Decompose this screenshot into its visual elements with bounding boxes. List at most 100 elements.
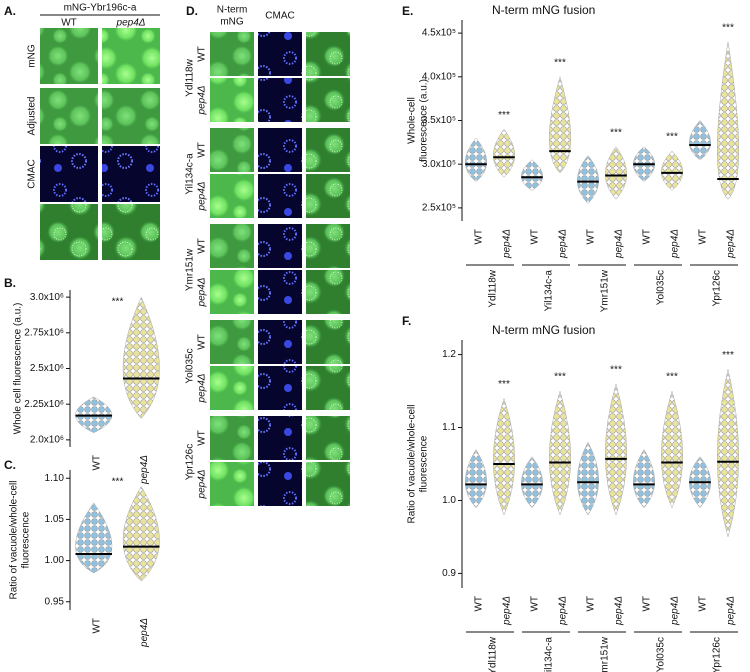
swarm: [661, 150, 683, 191]
gene-label: Yol035c: [185, 348, 196, 383]
swarm: [492, 128, 516, 178]
micrograph: [210, 366, 254, 410]
group-label: Ymr151w: [600, 269, 611, 312]
x-tick-label: pep4Δ: [502, 229, 513, 259]
swarm: [660, 390, 684, 509]
column-label: mNG: [220, 17, 244, 28]
significance: ***: [610, 364, 622, 375]
column-label: pep4Δ: [116, 18, 146, 29]
row-label: WT: [197, 238, 208, 254]
swarm: [465, 448, 487, 509]
significance: ***: [498, 110, 510, 121]
column-label: CMAC: [265, 11, 294, 22]
y-tick-label: 4.5x10⁵: [422, 28, 456, 39]
y-tick-label: 1.0: [442, 495, 456, 506]
swarm: [122, 485, 160, 582]
micrograph: [258, 128, 302, 172]
swarm: [549, 75, 571, 174]
significance: ***: [722, 350, 734, 361]
swarm: [716, 369, 740, 538]
micrograph: [40, 204, 98, 260]
micrograph: [102, 204, 160, 260]
x-tick-label: pep4Δ: [502, 596, 513, 626]
swarm: [122, 296, 160, 419]
group-label: Yil134c-a: [544, 270, 555, 312]
group-label: Ydl118w: [488, 269, 499, 307]
y-tick-label: 3.5x10⁵: [422, 115, 456, 126]
y-tick-label: 1.2: [442, 349, 456, 360]
swarm: [464, 137, 488, 182]
micrograph: [210, 32, 254, 76]
micrograph: [40, 88, 98, 144]
y-tick-label: 1.10: [45, 473, 65, 484]
group-label: Yol035c: [656, 637, 667, 672]
column-label: N-term: [217, 5, 248, 16]
swarm: [577, 441, 599, 516]
micrograph: [258, 366, 302, 410]
x-tick-label: WT: [586, 229, 597, 245]
y-tick-label: 1.05: [45, 514, 65, 525]
chart-title: N-term mNG fusion: [492, 3, 595, 17]
x-tick-label: WT: [474, 229, 485, 245]
row-label: pep4Δ: [197, 181, 208, 211]
swarm: [576, 155, 600, 204]
x-tick-label: pep4Δ: [670, 229, 681, 259]
panel-letter: A.: [4, 4, 16, 18]
micrograph: [40, 28, 98, 84]
row-label: WT: [197, 46, 208, 62]
micrograph: [258, 174, 302, 218]
x-tick-label: WT: [91, 618, 102, 634]
x-tick-label: WT: [642, 596, 653, 612]
micrograph: [258, 320, 302, 364]
micrograph: [210, 224, 254, 268]
y-tick-label: 2.0x10⁶: [30, 435, 64, 446]
micrograph: [306, 366, 350, 410]
significance: ***: [722, 22, 734, 33]
x-tick-label: WT: [698, 229, 709, 245]
x-tick-label: pep4Δ: [614, 229, 625, 259]
group-label: Ymr151w: [600, 636, 611, 672]
micrograph: [258, 270, 302, 314]
swarm: [75, 502, 113, 574]
x-tick-label: pep4Δ: [670, 596, 681, 626]
chart-title: N-term mNG fusion: [492, 323, 595, 337]
significance: ***: [554, 57, 566, 68]
x-tick-label: pep4Δ: [726, 229, 737, 259]
micrograph: [306, 174, 350, 218]
swarm: [717, 41, 739, 200]
gene-label: Ypr126c: [185, 444, 196, 481]
micrograph: [306, 416, 350, 460]
row-label: WT: [197, 142, 208, 158]
micrograph: [210, 320, 254, 364]
panel-title: mNG-Ybr196c-a: [64, 3, 137, 14]
significance: ***: [112, 477, 124, 488]
group-label: Ydl118w: [488, 636, 499, 672]
x-tick-label: WT: [698, 596, 709, 612]
swarm: [548, 390, 572, 516]
gene-label: Ydl118w: [185, 58, 196, 96]
significance: ***: [112, 297, 124, 308]
panel-letter: F.: [402, 314, 411, 328]
micrograph: [306, 224, 350, 268]
y-axis-label: Whole-cell: [407, 97, 418, 144]
significance: ***: [610, 127, 622, 138]
x-tick-label: WT: [474, 596, 485, 612]
row-label: pep4Δ: [197, 373, 208, 403]
x-tick-label: WT: [530, 229, 541, 245]
significance: ***: [666, 372, 678, 383]
row-label: mNG: [27, 44, 38, 68]
swarm: [492, 397, 516, 516]
micrograph: [258, 78, 302, 122]
micrograph: [102, 28, 160, 84]
x-tick-label: pep4Δ: [614, 596, 625, 626]
y-axis-label: Whole cell fluorescence (a.u.): [13, 303, 24, 435]
panel-letter: D.: [186, 4, 198, 18]
swarm: [520, 456, 544, 509]
significance: ***: [498, 379, 510, 390]
group-label: Yil134c-a: [544, 637, 555, 672]
micrograph: [40, 146, 98, 202]
y-tick-label: 3.0x10⁶: [30, 292, 64, 303]
row-label: pep4Δ: [197, 469, 208, 499]
group-label: Ypr126c: [712, 270, 723, 307]
